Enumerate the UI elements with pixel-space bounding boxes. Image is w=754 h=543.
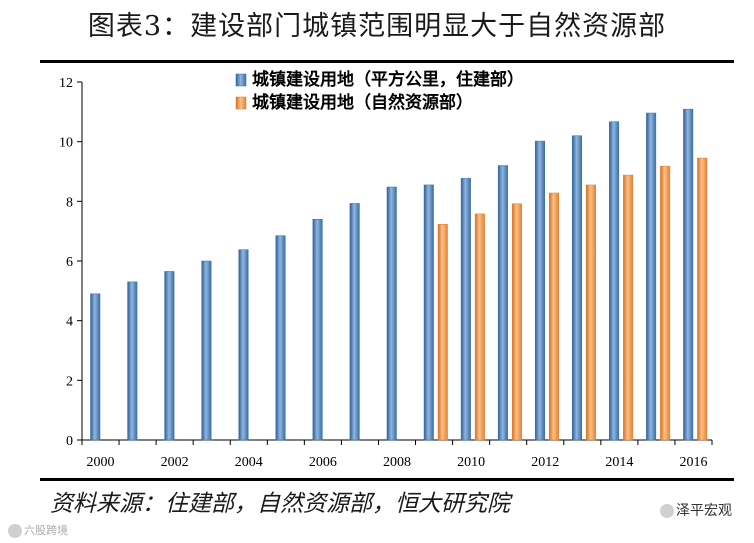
- x-tick-label: 2012: [531, 455, 559, 470]
- legend-label-mnr: 城镇建设用地（自然资源部）: [252, 92, 473, 113]
- x-tick-label: 2008: [383, 455, 411, 470]
- bar-mohurd-2012: [534, 140, 545, 441]
- bar-mohurd-2003: [201, 260, 212, 441]
- bar-chart: 0 2 4 6 8 10 12 2000 2002 2004 2006 2008 2010 2012 201…: [59, 69, 713, 470]
- bar-mnr-2011: [511, 203, 522, 441]
- watermark-site-text: 六股跨境: [24, 524, 68, 537]
- x-tick-label: 2014: [605, 455, 633, 470]
- y-tick-label: 12: [59, 76, 73, 91]
- bar-mnr-2012: [548, 192, 559, 441]
- bar-mohurd-2005: [275, 235, 286, 441]
- x-tick-label: 2004: [235, 455, 263, 470]
- site-logo-icon: [8, 524, 22, 538]
- source-note: 资料来源：住建部，自然资源部，恒大研究院: [50, 491, 510, 517]
- legend-swatch-mohurd: [235, 73, 247, 87]
- y-tick-label: 2: [66, 374, 73, 389]
- bar-mohurd-2014: [609, 121, 620, 441]
- bar-mohurd-2007: [349, 203, 360, 441]
- legend-label-mohurd: 城镇建设用地（平方公里，住建部）: [252, 69, 524, 90]
- bar-mnr-2010: [474, 213, 485, 441]
- legend-swatch-mnr: [235, 96, 247, 110]
- watermark-brand: 泽平宏观: [660, 500, 732, 520]
- x-tick-label: 2010: [457, 455, 485, 470]
- bar-mohurd-2000: [90, 293, 101, 441]
- x-tick-label: 2000: [87, 455, 115, 470]
- x-tick-label: 2002: [161, 455, 189, 470]
- y-tick-label: 10: [59, 136, 73, 151]
- watermark-site: 六股跨境: [8, 522, 68, 538]
- watermark-brand-text: 泽平宏观: [676, 503, 732, 519]
- bar-mohurd-2010: [460, 178, 471, 441]
- x-tick-label: 2016: [679, 455, 707, 470]
- bar-mohurd-2016: [683, 108, 694, 441]
- bar-mnr-2014: [623, 174, 634, 441]
- bar-mohurd-2013: [572, 135, 583, 441]
- y-tick-label: 4: [66, 315, 73, 330]
- bar-mohurd-2006: [312, 218, 323, 441]
- wechat-icon: [660, 504, 674, 518]
- bar-mnr-2016: [697, 157, 708, 441]
- source-rule: [40, 478, 734, 481]
- y-tick-label: 8: [66, 195, 73, 210]
- bar-mohurd-2015: [646, 112, 657, 441]
- y-tick-label: 6: [66, 255, 73, 270]
- bar-mnr-2013: [586, 184, 597, 441]
- chart-title: 图表3：建设部门城镇范围明显大于自然资源部: [87, 11, 667, 42]
- y-tick-label: 0: [66, 434, 73, 449]
- bar-mohurd-2002: [164, 271, 175, 441]
- bar-mnr-2015: [660, 165, 671, 441]
- bar-mohurd-2004: [238, 249, 249, 441]
- bar-mohurd-2009: [423, 184, 434, 441]
- bar-mohurd-2008: [386, 186, 397, 441]
- bar-mohurd-2001: [127, 281, 138, 441]
- bar-mnr-2009: [437, 224, 448, 441]
- title-rule: [40, 60, 734, 63]
- x-tick-label: 2006: [309, 455, 337, 470]
- bar-mohurd-2011: [497, 165, 508, 441]
